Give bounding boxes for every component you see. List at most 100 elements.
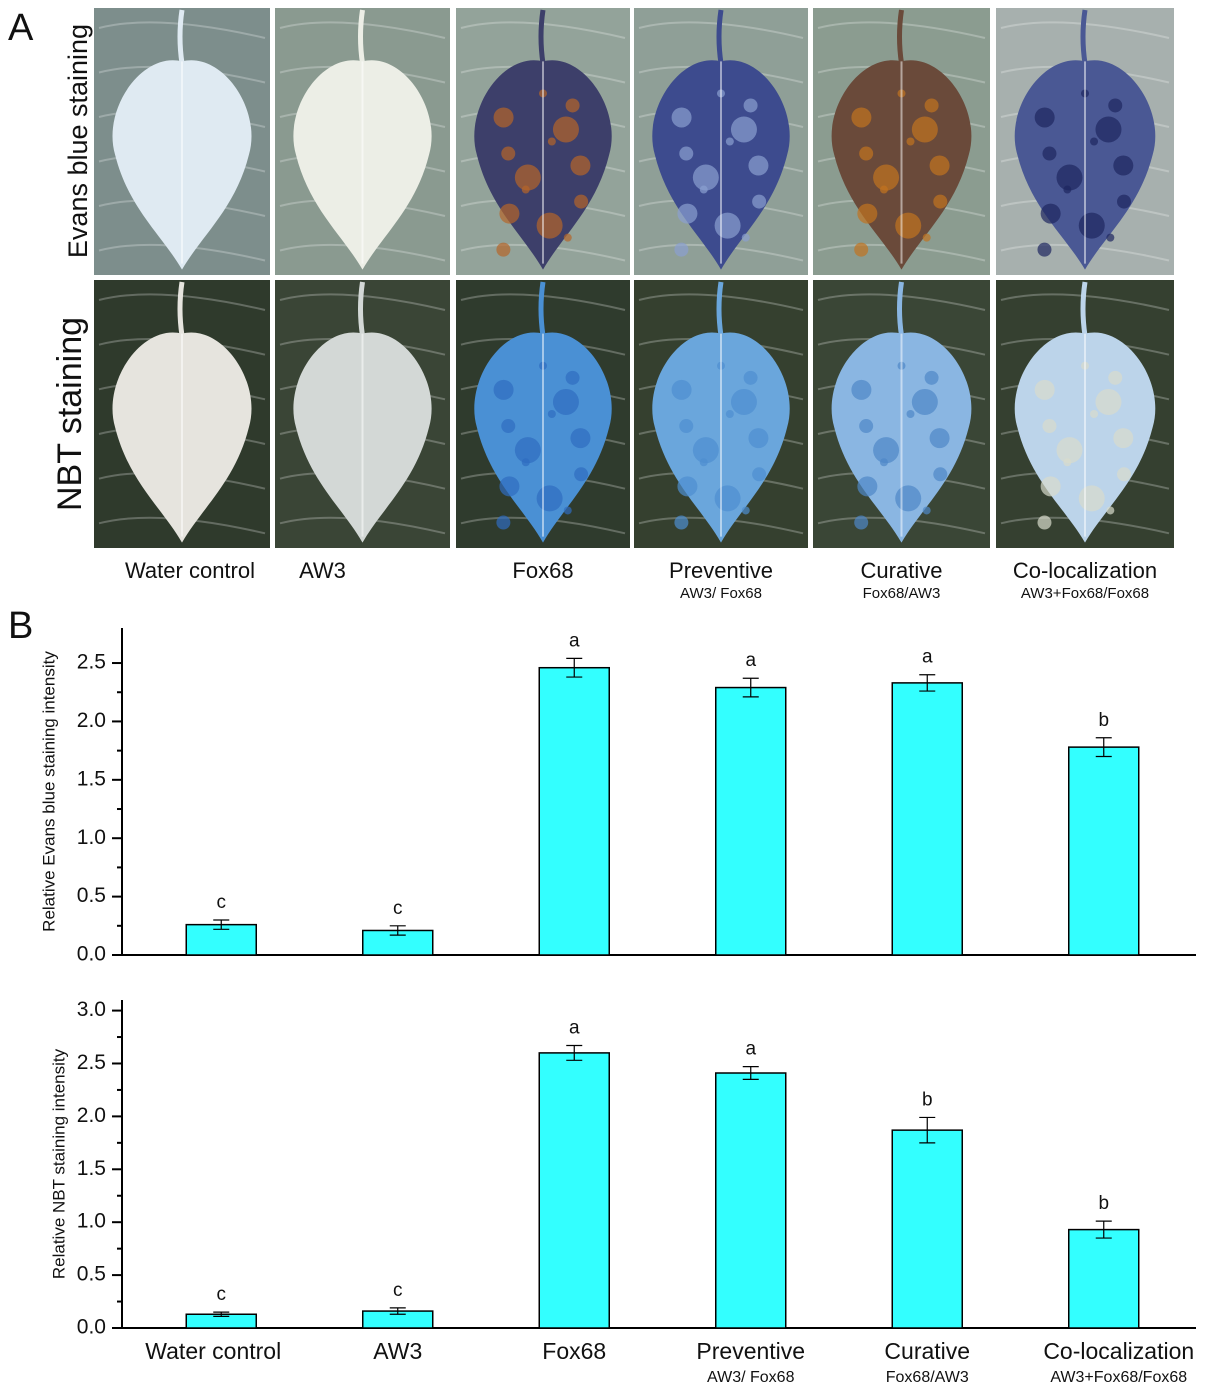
column-label: Curative [861,558,943,583]
column-label: Co-localization [1013,558,1157,583]
leaf-stem [1083,10,1085,63]
leaf-spot [859,147,873,161]
leaf-spot [522,458,530,466]
leaf-stem [719,10,721,63]
bar [1069,1230,1139,1328]
leaf-spot [1035,107,1055,127]
y-axis-title: Relative NBT staining intensity [49,1048,68,1279]
y-tick-label: 1.0 [77,826,106,849]
column-label: Preventive [669,558,773,583]
leaf-stem [361,282,363,336]
leaf-spot [923,234,931,242]
leaf-spot [895,213,921,239]
leaf-spot [1079,213,1105,239]
x-tick-label: AW3 [373,1338,422,1364]
leaf-spot [933,195,947,209]
leaf-spot [925,98,939,112]
y-tick-label: 2.5 [77,651,106,674]
y-axis-title: Relative Evans blue staining intensity [39,651,58,932]
significance-letter: a [922,647,933,668]
leaf-spot [854,516,868,530]
column-sublabel: Fox68/AW3 [863,585,941,602]
x-tick-label: Water control [145,1338,281,1364]
leaf-stem [900,282,902,336]
leaf-spot [857,476,877,496]
leaf-spot [537,213,563,239]
leaf-spot [912,116,938,142]
y-tick-label: 1.0 [77,1210,106,1233]
leaf-spot [880,458,888,466]
row-label: Evans blue staining [63,24,93,258]
y-tick-label: 1.5 [77,1157,106,1180]
leaf-spot [859,419,873,433]
y-tick-label: 0.0 [77,1316,106,1339]
significance-letter: c [393,898,403,919]
y-tick-label: 0.0 [77,943,106,966]
leaf-spot [1117,467,1131,481]
bar [892,1130,962,1328]
y-tick-label: 3.0 [77,998,106,1021]
bar [716,1073,786,1328]
leaf-spot [715,213,741,239]
leaf-spot [1095,389,1121,415]
leaf-spot [548,410,556,418]
leaf-spot [752,467,766,481]
bar [892,683,962,955]
leaf-spot [566,98,580,112]
row-label: NBT staining [51,317,89,511]
significance-letter: c [393,1280,403,1301]
leaf-spot [1035,380,1055,400]
leaf-spot [748,428,768,448]
leaf-stem [900,10,902,63]
leaf-spot [731,116,757,142]
leaf-spot [895,485,921,511]
significance-letter: a [745,650,756,671]
leaf-spot [1095,116,1121,142]
leaf-spot [715,485,741,511]
column-sublabel: AW3+Fox68/Fox68 [1021,585,1149,602]
leaf-spot [1106,234,1114,242]
leaf-spot [501,419,515,433]
leaf-spot [672,107,692,127]
leaf-spot [1113,428,1133,448]
bar [539,668,609,955]
leaf-stem [1083,282,1085,336]
leaf-spot [912,389,938,415]
leaf-spot [494,107,514,127]
significance-letter: a [569,1018,580,1039]
x-tick-label: Curative [884,1338,970,1364]
x-tick-label: Preventive [696,1338,805,1364]
leaf-spot [731,389,757,415]
leaf-spot [564,506,572,514]
leaf-spot [679,147,693,161]
leaf-spot [674,516,688,530]
leaf-spot [906,138,914,146]
column-label: AW3 [299,558,346,583]
significance-letter: b [1098,1193,1109,1214]
leaf-spot [679,419,693,433]
leaf-spot [726,138,734,146]
leaf-spot [674,243,688,257]
leaf-spot [925,371,939,385]
leaf-spot [1042,419,1056,433]
y-tick-label: 2.0 [77,1104,106,1127]
leaf-spot [672,380,692,400]
leaf-spot [744,371,758,385]
leaf-spot [564,234,572,242]
leaf-stem [719,282,721,336]
significance-letter: a [745,1039,756,1060]
leaf-spot [1042,147,1056,161]
leaf-spot [499,204,519,224]
leaf-spot [930,156,950,176]
leaf-spot [1037,243,1051,257]
leaf-spot [1063,458,1071,466]
leaf-spot [1108,98,1122,112]
y-tick-label: 2.0 [77,709,106,732]
leaf-spot [1079,485,1105,511]
leaf-spot [923,506,931,514]
column-label: Water control [125,558,255,583]
significance-letter: b [922,1089,933,1110]
leaf-spot [1090,410,1098,418]
leaf-spot [574,195,588,209]
panel-label: B [8,605,33,647]
